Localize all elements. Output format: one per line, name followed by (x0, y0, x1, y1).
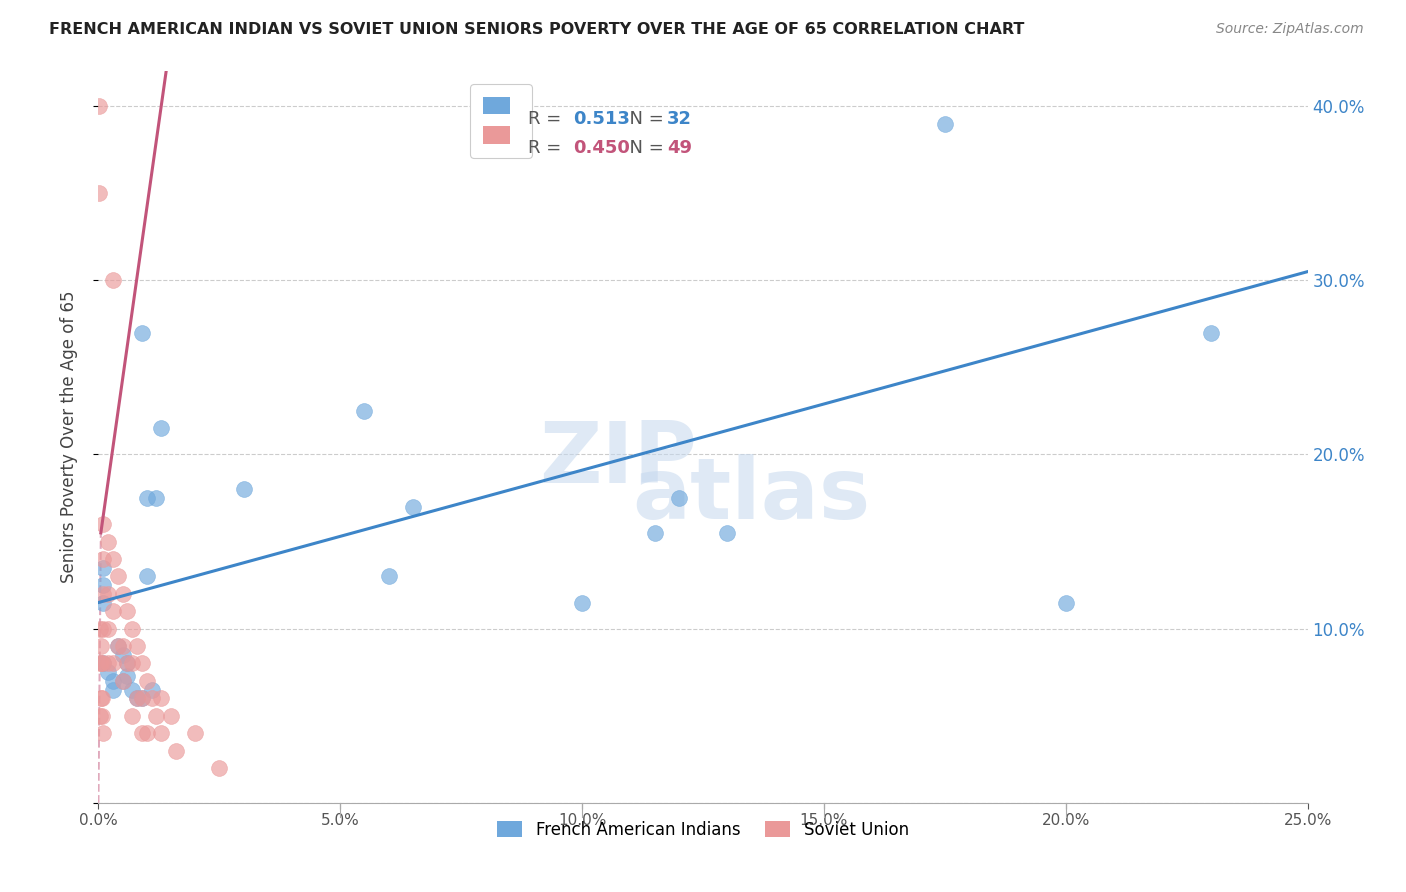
Point (135, 673, 157, 688)
Point (101, 604, 124, 618)
Point (1199, 326, 1222, 340)
Point (107, 569, 129, 583)
Text: N =: N = (619, 139, 669, 157)
Point (117, 657, 139, 671)
Point (91, 657, 114, 671)
Point (150, 421, 173, 435)
Point (111, 673, 134, 688)
Point (141, 691, 163, 706)
Point (97, 534, 120, 549)
Text: 49: 49 (666, 139, 692, 157)
Point (353, 404, 375, 418)
Point (89, 186, 111, 201)
Point (150, 691, 173, 706)
Point (145, 708, 167, 723)
Point (91, 517, 114, 532)
Point (131, 657, 153, 671)
Point (145, 491, 167, 505)
Point (141, 682, 163, 697)
Point (89, 708, 111, 723)
Point (89, 657, 111, 671)
Point (111, 639, 134, 653)
Text: ZIP: ZIP (540, 417, 697, 500)
Point (90, 708, 112, 723)
Text: 0.513: 0.513 (574, 110, 630, 128)
Point (101, 682, 124, 697)
Point (97, 657, 120, 671)
Point (107, 639, 129, 653)
Point (91, 691, 114, 706)
Text: R =: R = (527, 139, 567, 157)
Point (89, 99, 111, 113)
Point (716, 525, 738, 540)
Point (121, 622, 143, 636)
Point (135, 726, 157, 740)
Point (160, 708, 183, 723)
Point (97, 587, 120, 601)
Legend: French American Indians, Soviet Union: French American Indians, Soviet Union (491, 814, 915, 846)
Point (90, 657, 112, 671)
Point (91, 622, 114, 636)
Point (91, 657, 114, 671)
Text: atlas: atlas (633, 454, 870, 537)
Point (90, 639, 112, 653)
Point (934, 117, 956, 131)
Point (131, 691, 153, 706)
Point (91, 595, 114, 609)
Point (101, 657, 124, 671)
Text: 0.450: 0.450 (574, 139, 630, 157)
Text: 32: 32 (666, 110, 692, 128)
Y-axis label: Seniors Poverty Over the Age of 65: Seniors Poverty Over the Age of 65 (59, 291, 77, 583)
Point (111, 673, 134, 688)
Point (131, 691, 153, 706)
Point (135, 569, 157, 583)
Text: Source: ZipAtlas.com: Source: ZipAtlas.com (1216, 22, 1364, 37)
Point (121, 708, 143, 723)
Text: N =: N = (619, 110, 669, 128)
Point (117, 668, 139, 682)
Point (127, 639, 149, 653)
Point (111, 648, 134, 662)
Point (101, 673, 124, 688)
Point (89, 622, 111, 636)
Point (165, 743, 187, 757)
Point (97, 665, 120, 680)
Point (668, 491, 690, 505)
Point (208, 761, 231, 775)
Point (97, 622, 120, 636)
Point (91, 587, 114, 601)
Point (91, 578, 114, 592)
Point (117, 657, 139, 671)
Point (91, 560, 114, 574)
Point (131, 726, 153, 740)
Point (135, 491, 157, 505)
Point (91, 552, 114, 566)
Text: R =: R = (527, 110, 567, 128)
Point (150, 726, 173, 740)
Point (107, 639, 129, 653)
Point (90, 691, 112, 706)
Point (402, 500, 425, 514)
Point (91, 726, 114, 740)
Point (232, 483, 254, 497)
Text: FRENCH AMERICAN INDIAN VS SOVIET UNION SENIORS POVERTY OVER THE AGE OF 65 CORREL: FRENCH AMERICAN INDIAN VS SOVIET UNION S… (49, 22, 1025, 37)
Point (121, 657, 143, 671)
Point (377, 569, 399, 583)
Point (131, 326, 153, 340)
Point (101, 273, 124, 287)
Point (121, 682, 143, 697)
Point (1054, 595, 1077, 609)
Point (644, 525, 666, 540)
Point (111, 587, 134, 601)
Point (127, 691, 149, 706)
Point (184, 726, 207, 740)
Point (571, 595, 593, 609)
Point (101, 552, 124, 566)
Point (127, 691, 149, 706)
Point (117, 604, 139, 618)
